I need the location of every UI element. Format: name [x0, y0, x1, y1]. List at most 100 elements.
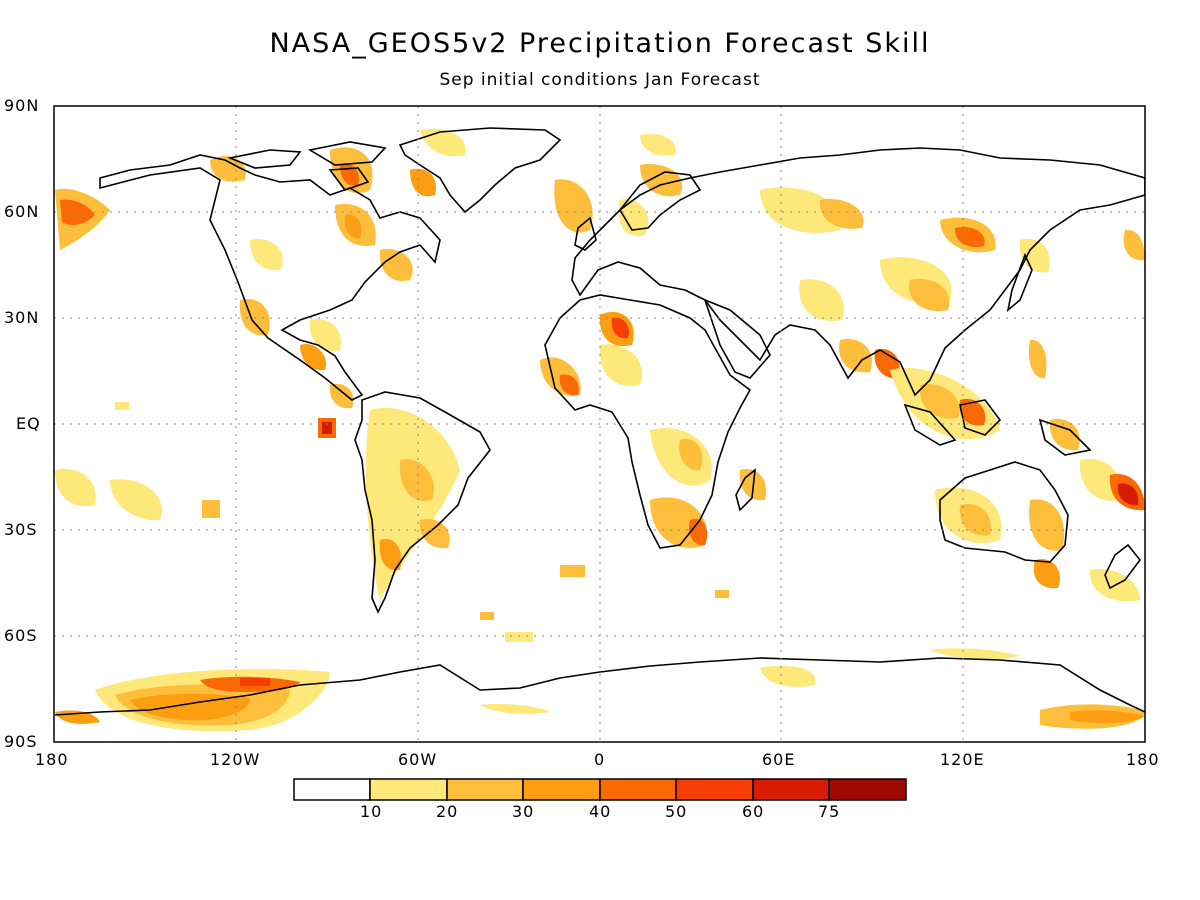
skill-region: [480, 703, 550, 714]
lon-label-180w: 180: [35, 750, 69, 769]
skill-region: [110, 479, 162, 521]
skill-region: [130, 693, 250, 721]
colorbar-label-75: 75: [818, 802, 841, 821]
coastline: [619, 171, 702, 231]
coastline: [1104, 543, 1142, 590]
skill-region: [1049, 419, 1080, 451]
skill-region: [954, 226, 985, 248]
map-title: NASA_GEOS5v2 Precipitation Forecast Skil…: [269, 28, 931, 59]
colorbar-label-50: 50: [665, 802, 688, 821]
colorbar-box: [599, 778, 677, 801]
skill-region: [60, 199, 95, 226]
skill-region: [379, 249, 413, 281]
colorbar-label-10: 10: [360, 802, 383, 821]
coastline: [1006, 252, 1033, 313]
skill-region: [239, 299, 270, 336]
colorbar-box: [828, 778, 907, 801]
lon-label-0: 0: [594, 750, 606, 769]
lat-label-eq: EQ: [16, 414, 41, 433]
colorbar: [293, 778, 907, 801]
skill-region: [1033, 559, 1060, 589]
grid-lines: [54, 106, 1145, 742]
map-frame: [53, 105, 1146, 743]
coastline: [735, 468, 757, 512]
coastline: [54, 657, 1145, 716]
skill-region: [240, 678, 270, 686]
colorbar-label-20: 20: [436, 802, 459, 821]
colorbar-label-30: 30: [512, 802, 535, 821]
lon-label-120e: 120E: [940, 750, 985, 769]
skill-region: [250, 239, 283, 271]
skill-region: [919, 384, 960, 419]
skill-region: [640, 133, 676, 156]
skill-region: [410, 168, 436, 197]
coastline: [544, 294, 752, 549]
skill-region: [679, 439, 703, 471]
skill-region: [309, 319, 341, 351]
colorbar-box: [752, 778, 830, 801]
skill-region: [715, 590, 729, 598]
colorbar-box: [522, 778, 601, 801]
skill-region: [1117, 483, 1139, 506]
coastline: [571, 147, 1145, 397]
lat-label-90s: 90S: [4, 732, 38, 751]
coastline: [328, 167, 370, 191]
skill-region: [202, 500, 220, 518]
skill-region: [799, 279, 844, 321]
skill-region: [1029, 499, 1065, 551]
lat-label-30s: 30S: [4, 520, 38, 539]
colorbar-label-40: 40: [589, 802, 612, 821]
skill-region: [322, 422, 332, 434]
skill-region: [329, 383, 354, 409]
coastline: [99, 154, 441, 401]
lon-label-60e: 60E: [762, 750, 796, 769]
coastline: [903, 403, 957, 446]
skill-region: [115, 402, 129, 410]
skill-region: [420, 128, 466, 157]
colorbar-label-60: 60: [742, 802, 765, 821]
skill-region: [1079, 459, 1121, 501]
skill-region: [210, 156, 246, 182]
skill-region: [611, 317, 629, 339]
coastline: [398, 127, 562, 214]
lon-label-120w: 120W: [210, 750, 261, 769]
colorbar-box: [369, 778, 448, 801]
map-subtitle: Sep initial conditions Jan Forecast: [439, 70, 761, 90]
coastline: [1038, 418, 1092, 456]
skill-region: [930, 648, 1020, 660]
skill-region: [1028, 339, 1047, 379]
skill-region: [760, 187, 842, 234]
coastline: [354, 391, 491, 614]
lat-label-90n: 90N: [4, 96, 40, 115]
skill-region: [480, 612, 494, 620]
coastline: [574, 216, 597, 251]
skill-region: [379, 539, 402, 571]
skill-region: [839, 339, 872, 373]
skill-region: [1019, 239, 1050, 273]
coastline: [307, 141, 387, 166]
skill-region: [560, 565, 585, 577]
colorbar-box: [675, 778, 754, 801]
lat-label-60n: 60N: [4, 202, 40, 221]
skill-region: [959, 398, 986, 426]
skill-region: [1123, 229, 1145, 261]
skill-region: [300, 344, 326, 371]
skill-region: [909, 279, 950, 312]
coastlines: [54, 127, 1145, 716]
skill-region: [559, 374, 579, 396]
skill-region: [688, 518, 708, 546]
coastline: [227, 149, 302, 169]
lon-label-180e: 180: [1126, 750, 1160, 769]
skill-region: [505, 632, 533, 642]
skill-region: [760, 665, 816, 687]
skill-region: [618, 199, 649, 236]
coastline: [959, 399, 1002, 436]
skill-region: [419, 519, 450, 549]
skill-region: [399, 459, 434, 501]
coastline: [703, 298, 771, 379]
skill-region: [344, 214, 362, 239]
skill-region: [599, 344, 643, 386]
skill-region: [554, 179, 593, 233]
colorbar-box: [446, 778, 524, 801]
